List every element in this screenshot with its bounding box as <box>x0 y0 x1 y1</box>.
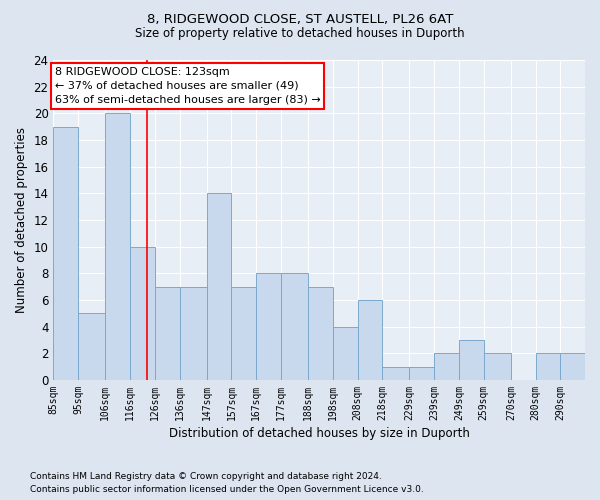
Text: Contains HM Land Registry data © Crown copyright and database right 2024.: Contains HM Land Registry data © Crown c… <box>30 472 382 481</box>
Bar <box>78 314 106 380</box>
Bar <box>308 286 333 380</box>
Text: Contains public sector information licensed under the Open Government Licence v3: Contains public sector information licen… <box>30 484 424 494</box>
Bar <box>358 300 382 380</box>
Bar <box>281 274 308 380</box>
Bar <box>256 274 281 380</box>
Bar <box>106 114 130 380</box>
Bar <box>536 354 560 380</box>
Bar <box>130 246 155 380</box>
Bar <box>434 354 459 380</box>
Bar <box>560 354 585 380</box>
Bar <box>207 194 232 380</box>
X-axis label: Distribution of detached houses by size in Duporth: Distribution of detached houses by size … <box>169 427 470 440</box>
Bar <box>232 286 256 380</box>
Bar <box>409 366 434 380</box>
Bar <box>484 354 511 380</box>
Bar <box>179 286 207 380</box>
Y-axis label: Number of detached properties: Number of detached properties <box>15 127 28 313</box>
Bar <box>382 366 409 380</box>
Text: Size of property relative to detached houses in Duporth: Size of property relative to detached ho… <box>135 28 465 40</box>
Bar <box>155 286 179 380</box>
Bar <box>53 126 78 380</box>
Bar <box>333 326 358 380</box>
Text: 8, RIDGEWOOD CLOSE, ST AUSTELL, PL26 6AT: 8, RIDGEWOOD CLOSE, ST AUSTELL, PL26 6AT <box>147 12 453 26</box>
Bar <box>459 340 484 380</box>
Text: 8 RIDGEWOOD CLOSE: 123sqm
← 37% of detached houses are smaller (49)
63% of semi-: 8 RIDGEWOOD CLOSE: 123sqm ← 37% of detac… <box>55 66 320 104</box>
